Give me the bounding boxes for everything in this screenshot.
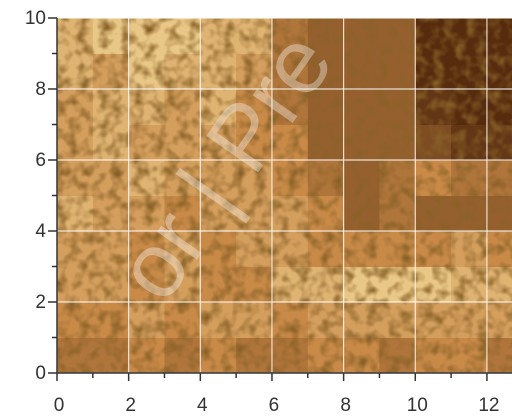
x-tick-label: 10 — [407, 395, 428, 416]
x-tick-label: 6 — [269, 395, 280, 416]
y-tick-label: 2 — [35, 292, 46, 313]
y-tick-label: 6 — [35, 150, 46, 171]
y-tick-label: 8 — [35, 79, 46, 100]
axes: 0 2 4 6 8 10 12 0 2 4 6 8 10 — [25, 8, 512, 416]
x-tick-label: 8 — [340, 395, 351, 416]
texture — [57, 18, 512, 373]
y-tick-label: 4 — [35, 221, 46, 242]
x-tick-label: 2 — [125, 395, 136, 416]
x-tick-label: 4 — [197, 395, 208, 416]
y-tick-label: 10 — [25, 8, 46, 29]
x-tick-label: 12 — [478, 395, 499, 416]
x-tick-label: 0 — [54, 395, 65, 416]
y-tick-label: 0 — [35, 363, 46, 384]
